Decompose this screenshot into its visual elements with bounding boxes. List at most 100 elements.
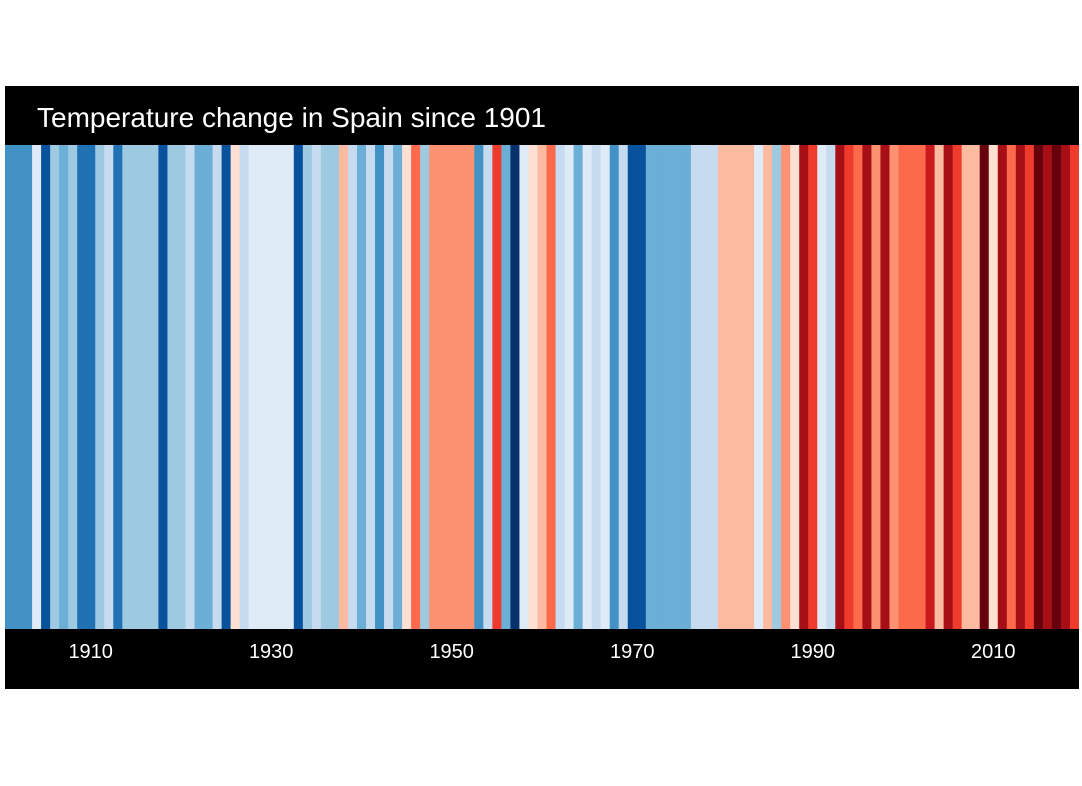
stripe-1937 xyxy=(329,145,340,629)
stripe-1963 xyxy=(564,145,575,629)
stripe-1925 xyxy=(221,145,232,629)
stripe-2003 xyxy=(925,145,936,629)
stripe-1970 xyxy=(627,145,638,629)
stripe-2000 xyxy=(898,145,909,629)
stripe-1928 xyxy=(248,145,259,629)
stripe-2010 xyxy=(988,145,999,629)
stripe-1987 xyxy=(781,145,791,629)
stripe-1950 xyxy=(447,145,457,629)
stripe-1977 xyxy=(690,145,701,629)
stripe-1968 xyxy=(609,145,620,629)
stripe-1973 xyxy=(654,145,665,629)
stripe-1953 xyxy=(474,145,484,629)
stripe-1911 xyxy=(95,145,105,629)
stripe-1938 xyxy=(338,145,349,629)
stripe-1920 xyxy=(176,145,187,629)
stripe-1939 xyxy=(347,145,358,629)
stripe-1964 xyxy=(573,145,584,629)
stripe-1902 xyxy=(14,145,24,629)
stripe-1972 xyxy=(645,145,656,629)
stripe-1955 xyxy=(492,145,502,629)
stripe-2001 xyxy=(907,145,918,629)
stripe-1916 xyxy=(140,145,151,629)
stripe-1944 xyxy=(393,145,403,629)
stripe-1988 xyxy=(790,145,800,629)
stripe-1919 xyxy=(167,145,178,629)
stripe-1926 xyxy=(230,145,241,629)
stripe-1935 xyxy=(311,145,322,629)
stripe-1984 xyxy=(754,145,764,629)
stripe-1980 xyxy=(717,145,728,629)
stripe-1908 xyxy=(68,145,78,629)
stripe-1989 xyxy=(799,145,809,629)
stripe-1985 xyxy=(763,145,773,629)
stripe-1909 xyxy=(77,145,87,629)
x-tick-label: 1950 xyxy=(429,641,474,663)
stripe-1998 xyxy=(880,145,891,629)
x-tick-label: 1910 xyxy=(68,641,113,663)
stripe-1992 xyxy=(826,145,836,629)
stripe-1931 xyxy=(275,145,286,629)
stripe-1921 xyxy=(185,145,196,629)
stripe-1981 xyxy=(727,145,737,629)
stripe-1974 xyxy=(663,145,674,629)
stripe-1932 xyxy=(284,145,295,629)
stripe-1951 xyxy=(456,145,466,629)
stripe-1947 xyxy=(420,145,430,629)
stripe-1933 xyxy=(293,145,304,629)
stripe-1965 xyxy=(582,145,593,629)
stripe-1971 xyxy=(636,145,647,629)
x-tick-label: 1970 xyxy=(610,641,655,663)
stripe-1918 xyxy=(158,145,169,629)
stripe-1940 xyxy=(356,145,367,629)
stripe-2011 xyxy=(997,145,1008,629)
stripe-1961 xyxy=(546,145,557,629)
stripe-2005 xyxy=(943,145,954,629)
stripe-1982 xyxy=(736,145,746,629)
stripe-1990 xyxy=(808,145,818,629)
stripe-1903 xyxy=(23,145,33,629)
stripe-2008 xyxy=(970,145,981,629)
stripe-1979 xyxy=(708,145,719,629)
stripe-2019 xyxy=(1069,145,1079,629)
stripe-1912 xyxy=(104,145,114,629)
stripe-1962 xyxy=(555,145,566,629)
stripe-2006 xyxy=(952,145,963,629)
stripe-1914 xyxy=(122,145,132,629)
chart-title: Temperature change in Spain since 1901 xyxy=(37,102,547,133)
stripe-1958 xyxy=(519,145,530,629)
stripe-1983 xyxy=(745,145,755,629)
stripe-1991 xyxy=(817,145,827,629)
stripe-1995 xyxy=(853,145,863,629)
stripe-1934 xyxy=(302,145,313,629)
stripe-1994 xyxy=(844,145,854,629)
stripe-1969 xyxy=(618,145,629,629)
stripe-2002 xyxy=(916,145,927,629)
stripe-2009 xyxy=(979,145,990,629)
stripe-1948 xyxy=(429,145,439,629)
stripe-1922 xyxy=(194,145,205,629)
stripe-1930 xyxy=(266,145,277,629)
stripe-2014 xyxy=(1024,145,1035,629)
stripe-1999 xyxy=(889,145,900,629)
stripe-1993 xyxy=(835,145,845,629)
stripe-1986 xyxy=(772,145,782,629)
stripe-1945 xyxy=(402,145,412,629)
stripe-1923 xyxy=(203,145,214,629)
stripe-1978 xyxy=(699,145,710,629)
stripe-1927 xyxy=(239,145,250,629)
stripe-1952 xyxy=(465,145,475,629)
stripe-1976 xyxy=(681,145,692,629)
stripe-1956 xyxy=(501,145,512,629)
stripe-2004 xyxy=(934,145,945,629)
x-tick-label: 1990 xyxy=(790,641,836,663)
stripe-2015 xyxy=(1033,145,1044,629)
stripe-1917 xyxy=(149,145,160,629)
stripe-1954 xyxy=(483,145,493,629)
stripe-1967 xyxy=(600,145,611,629)
stripe-1960 xyxy=(537,145,548,629)
stripe-1913 xyxy=(113,145,123,629)
stripe-1929 xyxy=(257,145,268,629)
stripe-1943 xyxy=(384,145,394,629)
stripe-1910 xyxy=(86,145,96,629)
